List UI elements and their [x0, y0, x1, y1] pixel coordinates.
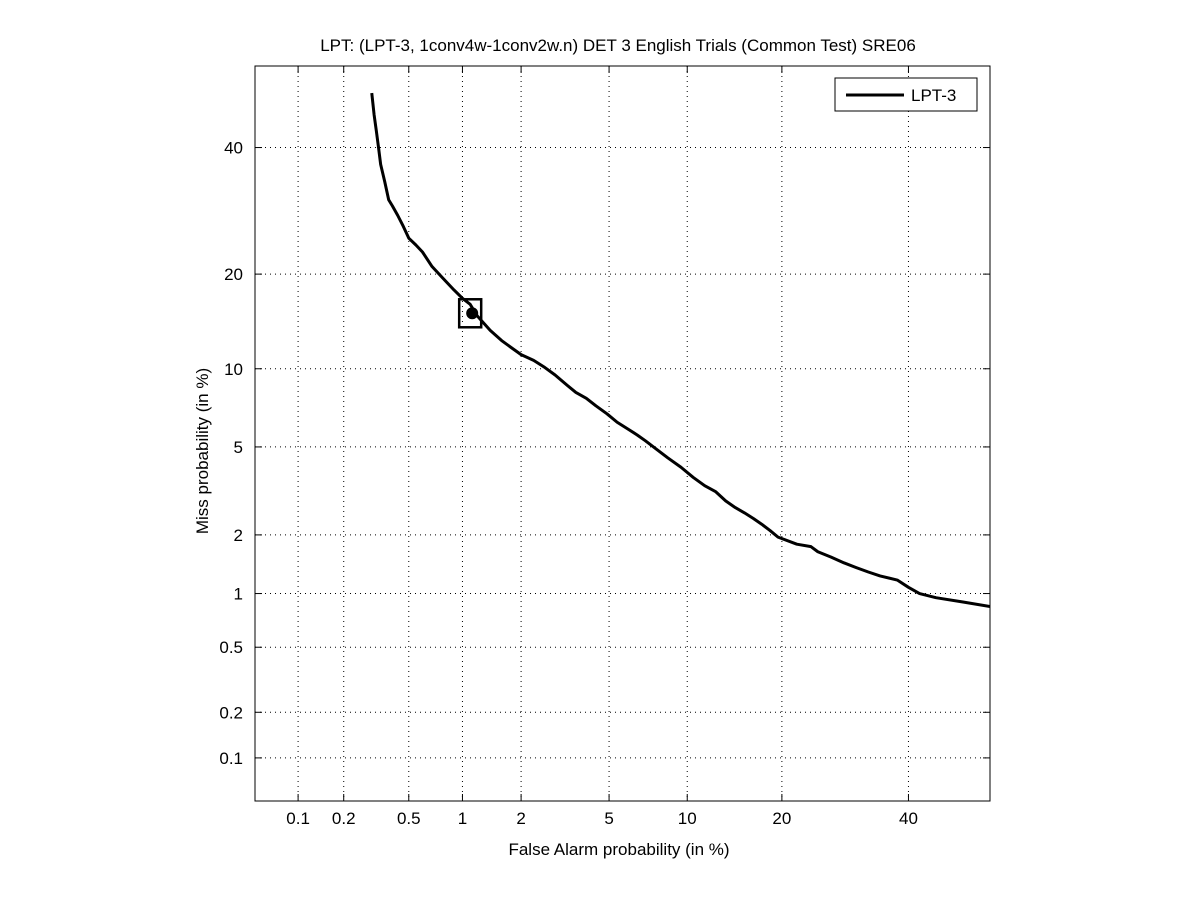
plot-area-frame: [254, 65, 991, 802]
legend-label-lpt-3: LPT-3: [911, 86, 956, 105]
y-tick-label: 5: [234, 438, 243, 457]
chart-title: LPT: (LPT-3, 1conv4w-1conv2w.n) DET 3 En…: [320, 36, 916, 55]
x-tick-label: 20: [772, 809, 791, 828]
marker-layer: [457, 298, 483, 329]
y-tick-label: 0.2: [219, 703, 243, 722]
x-tick-label: 5: [604, 809, 613, 828]
series-layer: [370, 92, 990, 609]
y-tick-label: 40: [224, 139, 243, 158]
y-tick-label: 1: [234, 585, 243, 604]
x-axis-ticks: 0.1 0.2 0.5 1 2 5 10 20 40: [286, 66, 918, 828]
x-tick-label: 1: [458, 809, 467, 828]
y-axis-ticks: 0.1 0.2 0.5 1 2 5 10 20 40: [219, 139, 990, 768]
y-tick-label: 20: [224, 265, 243, 284]
x-axis-label: False Alarm probability (in %): [508, 840, 729, 859]
y-tick-label: 2: [234, 526, 243, 545]
grid-lines: [255, 66, 990, 801]
y-tick-label: 0.5: [219, 638, 243, 657]
x-tick-label: 0.5: [397, 809, 421, 828]
y-tick-label: 0.1: [219, 749, 243, 768]
x-tick-label: 40: [899, 809, 918, 828]
x-tick-label: 0.1: [286, 809, 310, 828]
operating-point-square: [457, 298, 483, 329]
y-tick-label: 10: [224, 360, 243, 379]
legend: LPT-3: [834, 77, 978, 112]
x-tick-label: 10: [678, 809, 697, 828]
x-tick-label: 2: [516, 809, 525, 828]
y-axis-label: Miss probability (in %): [193, 368, 212, 534]
series-line-lpt-3: [370, 92, 990, 609]
x-tick-label: 0.2: [332, 809, 356, 828]
operating-point-dot: [466, 307, 479, 320]
